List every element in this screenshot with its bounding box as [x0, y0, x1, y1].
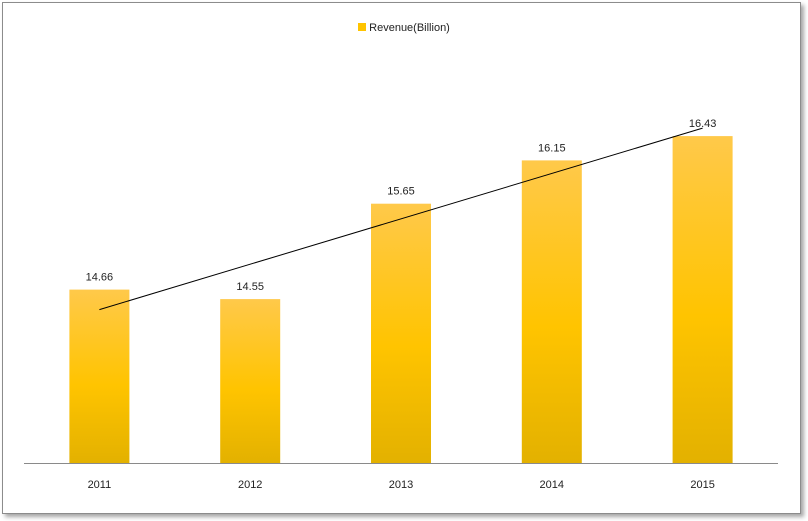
x-tick-label-2015: 2015	[690, 479, 714, 491]
bar-2015	[672, 136, 733, 463]
x-tick-label-2011: 2011	[88, 479, 112, 491]
bars-layer	[69, 136, 733, 463]
legend-label: Revenue(Billion)	[369, 22, 450, 34]
legend: Revenue(Billion)	[0, 22, 808, 34]
bar-2012	[220, 299, 281, 463]
bar-2011	[69, 289, 130, 463]
x-tick-labels-layer: 2011 2012 2013 2014 2015	[88, 479, 715, 491]
data-label-2014: 16.15	[538, 142, 566, 154]
x-tick-label-2013: 2013	[389, 479, 413, 491]
data-label-2015: 16.43	[689, 118, 717, 130]
data-label-2012: 14.55	[236, 281, 264, 293]
bar-2014	[521, 160, 582, 463]
x-tick-label-2012: 2012	[238, 479, 262, 491]
legend-swatch	[358, 23, 367, 31]
data-label-2013: 15.65	[387, 186, 415, 198]
bar-2013	[371, 203, 431, 463]
data-label-2011: 14.66	[86, 272, 114, 284]
x-tick-label-2014: 2014	[540, 479, 564, 491]
data-labels-layer: 14.66 14.55 15.65 16.15 16.43	[86, 118, 717, 293]
trendline	[99, 127, 703, 311]
